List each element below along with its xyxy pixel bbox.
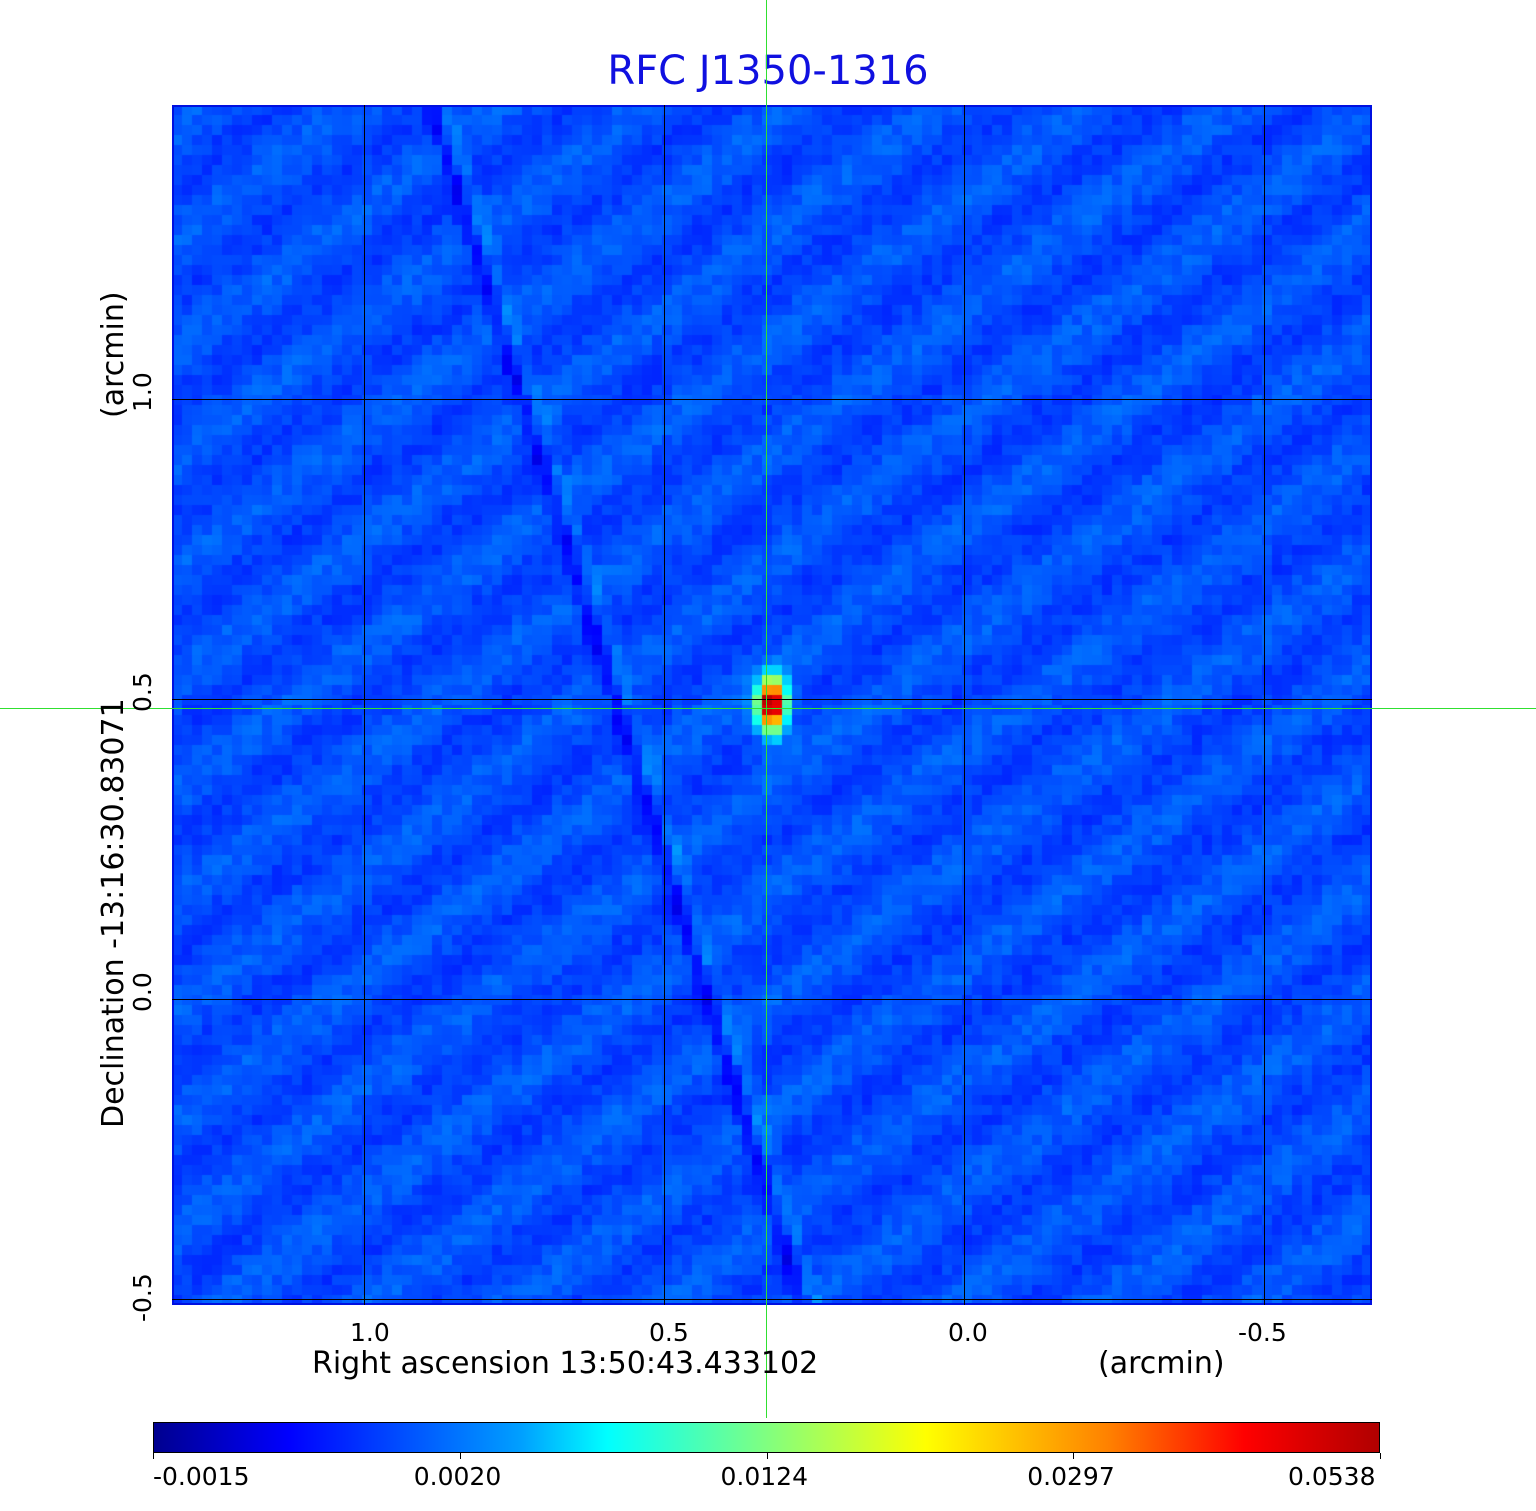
x-axis-label: Right ascension 13:50:43.433102 (312, 1346, 819, 1381)
x-axis-unit: (arcmin) (1098, 1346, 1225, 1381)
x-tick-label: -0.5 (1238, 1318, 1287, 1347)
grid-line-vertical (1264, 105, 1265, 1305)
colorbar-tick-label: 0.0538 (1288, 1462, 1376, 1491)
x-tick-label: 0.0 (948, 1318, 988, 1347)
grid-line-horizontal (172, 399, 1372, 400)
grid-line-vertical (664, 105, 665, 1305)
y-tick-label: -0.5 (128, 1273, 157, 1322)
y-tick-label: 0.5 (128, 672, 157, 712)
chart-title: RFC J1350-1316 (607, 48, 929, 94)
colorbar (153, 1422, 1380, 1453)
y-axis-unit: (arcmin) (96, 291, 131, 418)
crosshair-horizontal (0, 708, 1536, 709)
x-tick-label: 0.5 (649, 1318, 689, 1347)
colorbar-tick (766, 1453, 768, 1459)
grid-line-vertical (364, 105, 365, 1305)
colorbar-tick (1380, 1453, 1381, 1459)
y-axis-label: Declination -13:16:30.83071 (96, 698, 131, 1128)
grid-line-horizontal (172, 999, 1372, 1000)
colorbar-tick (153, 1453, 154, 1459)
colorbar-tick (459, 1453, 461, 1459)
y-tick-label: 0.0 (128, 972, 157, 1012)
plot-frame (172, 105, 1372, 1305)
y-tick-label: 1.0 (128, 372, 157, 412)
sky-image (172, 105, 1372, 1305)
colorbar-tick-label: 0.0020 (413, 1462, 502, 1491)
crosshair-vertical (766, 0, 767, 1418)
colorbar-tick-label: -0.0015 (153, 1462, 250, 1491)
grid-line-horizontal (172, 1299, 1372, 1300)
colorbar-tick-label: 0.0297 (1027, 1462, 1115, 1491)
colorbar-tick-label: 0.0124 (720, 1462, 808, 1491)
grid-line-vertical (964, 105, 965, 1305)
colorbar-tick (1073, 1453, 1075, 1459)
grid-line-horizontal (172, 699, 1372, 700)
x-tick-label: 1.0 (350, 1318, 390, 1347)
